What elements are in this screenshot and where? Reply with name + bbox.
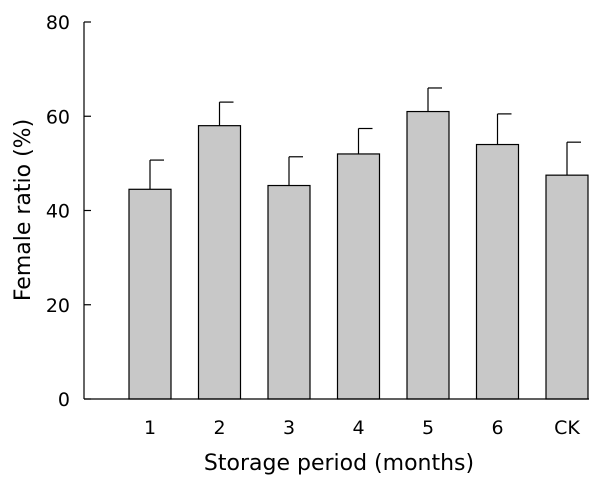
y-tick-label-20: 20 <box>46 295 70 317</box>
bar-3 <box>267 184 311 400</box>
error-bar-CK <box>566 141 581 176</box>
y-axis-title: Female ratio (%) <box>11 119 36 301</box>
error-bars-group <box>149 87 581 190</box>
bar-2 <box>197 125 242 400</box>
y-tick-label-40: 40 <box>46 201 70 223</box>
error-bar-5 <box>427 87 442 112</box>
bar-1 <box>128 188 172 400</box>
y-axis-ticks: 0 20 40 60 80 <box>46 12 91 411</box>
bars-group <box>128 110 589 400</box>
error-bar-2 <box>218 101 234 126</box>
x-tick-label-6: 6 <box>491 417 503 439</box>
x-axis-title: Storage period (months) <box>204 451 474 476</box>
y-tick-label-80: 80 <box>46 12 70 34</box>
bar-5 <box>406 110 450 400</box>
x-tick-label-2: 2 <box>213 417 225 439</box>
error-bar-6 <box>496 113 512 145</box>
bar-6 <box>475 143 520 400</box>
y-tick-label-0: 0 <box>58 389 70 411</box>
x-tick-label-1: 1 <box>144 417 156 439</box>
x-tick-label-4: 4 <box>352 417 364 439</box>
bar-CK <box>545 174 589 400</box>
error-bar-3 <box>288 156 303 186</box>
y-tick-label-60: 60 <box>46 106 70 128</box>
x-axis-ticks: 1 2 3 4 5 6 CK <box>144 417 580 439</box>
bar-4 <box>336 153 381 400</box>
x-tick-label-5: 5 <box>422 417 434 439</box>
error-bar-4 <box>357 127 373 154</box>
x-tick-label-3: 3 <box>283 417 295 439</box>
x-tick-label-CK: CK <box>554 417 580 439</box>
error-bar-1 <box>149 159 164 190</box>
